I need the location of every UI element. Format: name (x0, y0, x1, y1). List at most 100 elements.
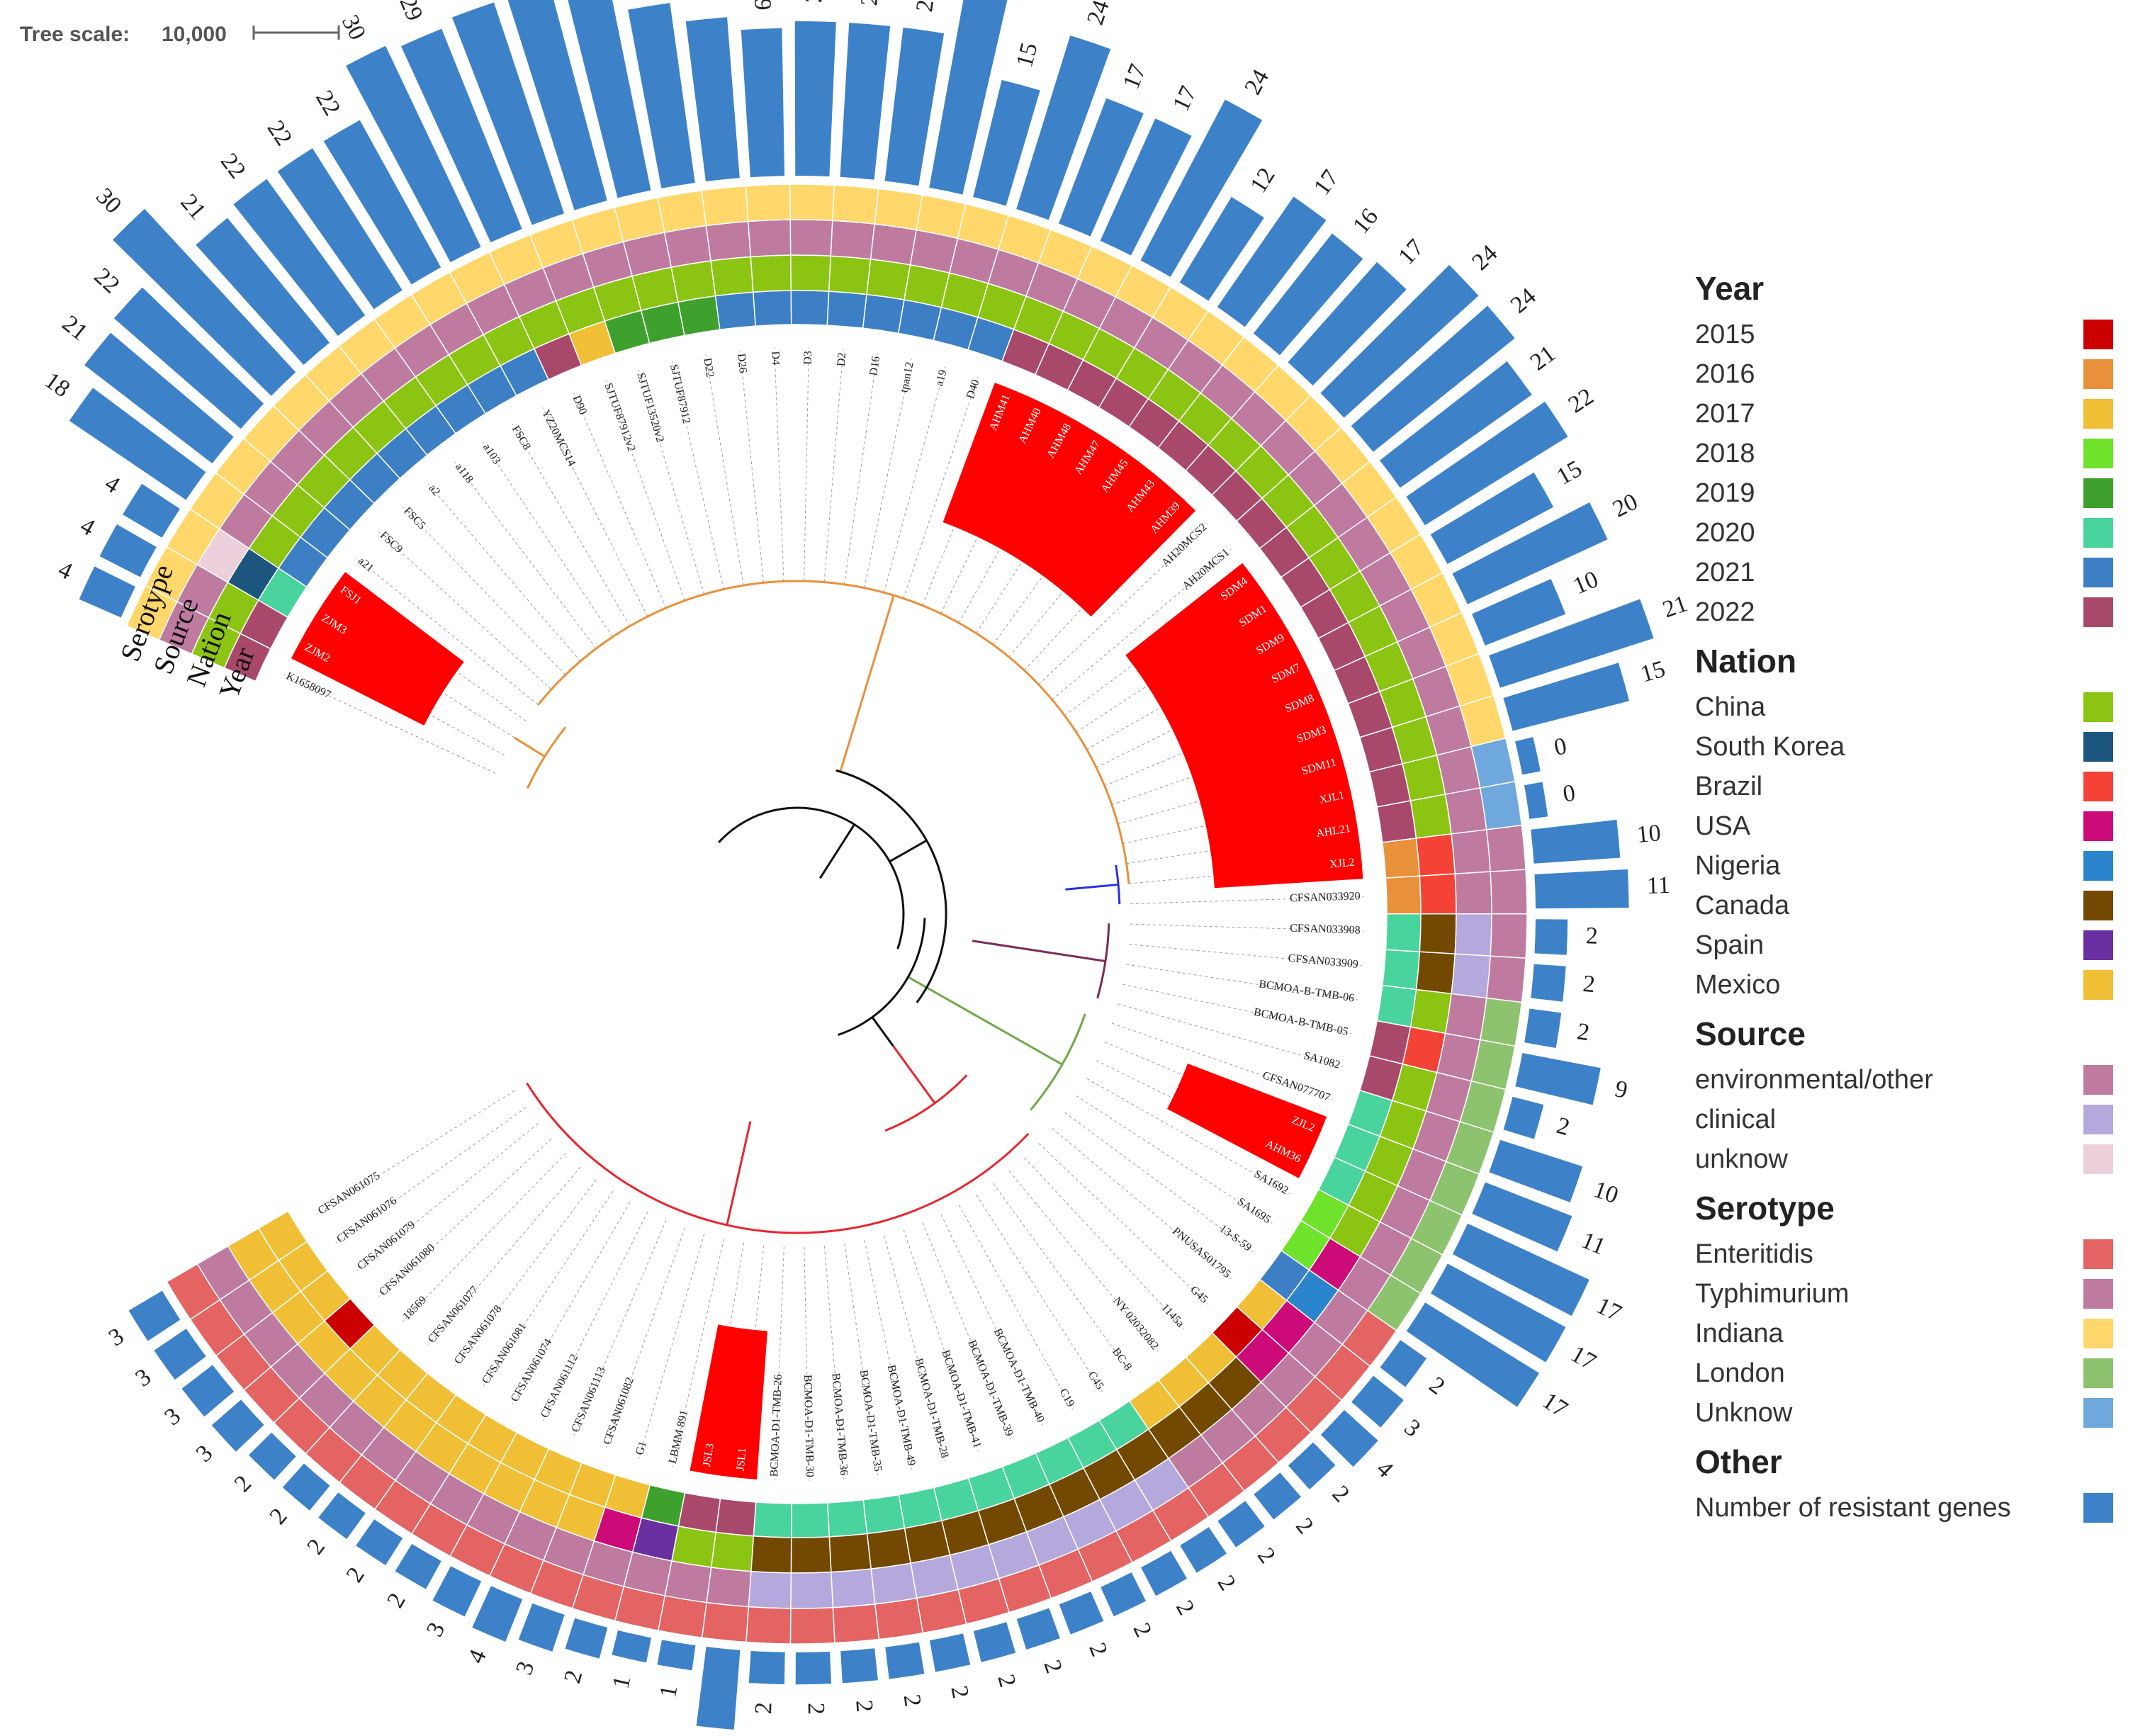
tip-label: XJL2 (1329, 857, 1355, 871)
gene-bar (929, 1633, 971, 1672)
gene-count-label: 20 (1609, 488, 1642, 522)
tip-label: BCMOA-B-TMB-06 (1258, 978, 1355, 1004)
serotype-cell (657, 1595, 707, 1639)
color-swatch (2083, 1065, 2113, 1095)
color-swatch (2083, 930, 2113, 960)
legend-item: 2018 (1695, 434, 2113, 473)
gene-count-label: 4 (1371, 1455, 1398, 1483)
leader-line (1038, 1143, 1209, 1305)
gene-bar (277, 148, 403, 310)
gene-count-label: 3 (422, 1618, 451, 1641)
legend-item: Number of resistant genes (1695, 1488, 2113, 1528)
tip-label: JSL3 (701, 1443, 716, 1467)
leader-line (356, 557, 539, 706)
gene-bar (1217, 196, 1327, 327)
tip-label: CFSAN033909 (1288, 952, 1359, 971)
leader-line (403, 1153, 566, 1322)
leader-line (976, 1194, 1103, 1392)
color-swatch (2083, 692, 2113, 722)
color-swatch (2083, 1105, 2113, 1134)
leader-line (1076, 1095, 1273, 1224)
leader-line (1052, 548, 1232, 700)
gene-count-label: 2 (559, 1667, 587, 1686)
gene-bar (211, 1399, 264, 1452)
leader-line (672, 1239, 724, 1467)
legend-item: Spain (1695, 925, 2113, 965)
leader-line (335, 1107, 527, 1244)
tree-scale-value: 10,000 (162, 23, 227, 46)
highlighted-label-blocks (291, 383, 1363, 1479)
gene-bar (128, 1290, 181, 1341)
color-swatch (2083, 970, 2113, 1000)
legend-item: 2020 (1695, 513, 2113, 553)
color-swatch (2083, 320, 2113, 349)
gene-count-label: 17 (1566, 1341, 1600, 1375)
gene-bar (741, 28, 785, 178)
leader-line (940, 1214, 1042, 1426)
serotype-cell (874, 188, 923, 231)
year-cell (826, 291, 867, 329)
tip-label: C19 (1057, 1387, 1077, 1409)
tip-label: BCMOA-D1-TMB-36 (830, 1373, 850, 1476)
gene-bar (123, 483, 180, 538)
tip-label: CFSAN061082 (601, 1376, 636, 1446)
gene-count-label: 11 (1577, 1227, 1609, 1261)
tip-label: D90 (570, 394, 589, 417)
gene-bar (154, 1329, 206, 1380)
tree-scale-label: Tree scale: (20, 23, 130, 46)
leader-line (1118, 1003, 1344, 1068)
gene-count-label: 2 (850, 1699, 877, 1713)
gene-bar (840, 23, 891, 180)
gene-bar (113, 287, 264, 429)
leader-line (823, 1246, 844, 1479)
serotype-cell (701, 1601, 750, 1643)
source-cell (1454, 871, 1492, 915)
gene-bar (452, 2, 565, 225)
source-cell (663, 225, 711, 269)
gene-count-label: 21 (175, 189, 210, 225)
gene-count-label: 22 (310, 86, 345, 120)
gene-bar (1016, 35, 1111, 220)
gene-bar (565, 1618, 608, 1659)
nation-cell (670, 260, 716, 303)
gene-count-label: 22 (89, 263, 125, 298)
leader-line (884, 1235, 946, 1462)
gene-bar (657, 1640, 696, 1671)
nation-cell (1419, 913, 1457, 955)
gene-bar (1531, 819, 1621, 864)
color-swatch (2083, 732, 2113, 762)
leader-line (993, 1183, 1132, 1373)
gene-count-label: 1 (655, 1684, 682, 1700)
branch-arc (537, 580, 1130, 884)
gene-count-label: 2 (230, 1470, 257, 1497)
gene-count-label: 0 (1552, 733, 1569, 761)
gene-count-label: 21 (1660, 590, 1691, 623)
gene-count-label: 10 (1590, 1176, 1621, 1209)
gene-bar (282, 1463, 330, 1511)
leader-line (903, 376, 979, 599)
gene-count-label: 2 (1327, 1481, 1355, 1508)
gene-count-label: 2 (1038, 1657, 1066, 1676)
tree-branches (514, 580, 1130, 1234)
year-cell (753, 290, 792, 327)
branch-line (839, 594, 895, 772)
gene-count-label: 2 (945, 1684, 974, 1701)
serotype-cell (1485, 955, 1526, 1003)
legend-item: 2022 (1695, 592, 2113, 632)
gene-bar (1101, 1572, 1147, 1617)
tip-label: NY 02032082 (1110, 1295, 1161, 1353)
gene-bar (1380, 1340, 1427, 1387)
resistant-gene-bars (69, 0, 1654, 1730)
year-cell (862, 1494, 906, 1535)
tip-label: SJTUF13520v2 (634, 371, 666, 444)
leader-line (316, 1090, 515, 1215)
serotype-cell (1479, 997, 1523, 1047)
tip-label: a19 (933, 368, 949, 388)
color-swatch (2083, 478, 2113, 508)
gene-bar (1288, 261, 1407, 386)
tip-label: D3 (802, 351, 814, 365)
tip-label: CFSAN033908 (1290, 923, 1361, 937)
leader-line (378, 531, 552, 690)
leader-line (671, 361, 724, 590)
